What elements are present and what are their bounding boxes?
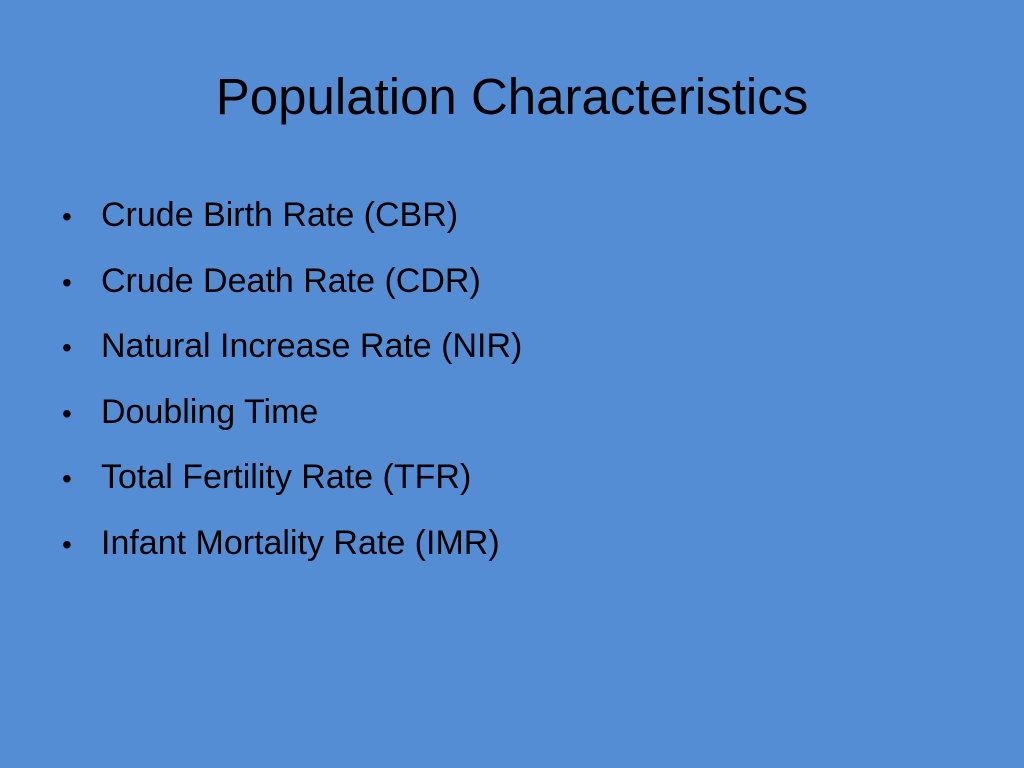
bullet-text: Natural Increase Rate (NIR) (101, 327, 523, 365)
list-item: • Doubling Time (60, 382, 522, 448)
bullet-text: Doubling Time (101, 392, 319, 431)
bullet-text: Crude Death Rate (CDR) (101, 261, 481, 300)
list-item: • Crude Death Rate (CDR) (60, 251, 522, 317)
list-item: • Crude Birth Rate (CBR) (60, 185, 522, 251)
bullet-icon: • (62, 528, 72, 560)
bullet-icon: • (62, 332, 72, 363)
bullet-text: Infant Mortality Rate (IMR) (101, 523, 500, 562)
bullet-icon: • (62, 397, 72, 429)
bullet-icon: • (62, 201, 72, 232)
list-item: • Total Fertility Rate (TFR) (60, 447, 522, 513)
bullet-list: • Crude Birth Rate (CBR) • Crude Death R… (60, 185, 522, 578)
bullet-text: Total Fertility Rate (TFR) (101, 458, 472, 496)
list-item: • Natural Increase Rate (NIR) (60, 316, 522, 382)
slide-title: Population Characteristics (215, 68, 809, 125)
bullet-icon: • (62, 463, 72, 494)
bullet-icon: • (62, 266, 72, 298)
list-item: • Infant Mortality Rate (IMR) (60, 513, 522, 579)
bullet-text: Crude Birth Rate (CBR) (101, 196, 459, 234)
